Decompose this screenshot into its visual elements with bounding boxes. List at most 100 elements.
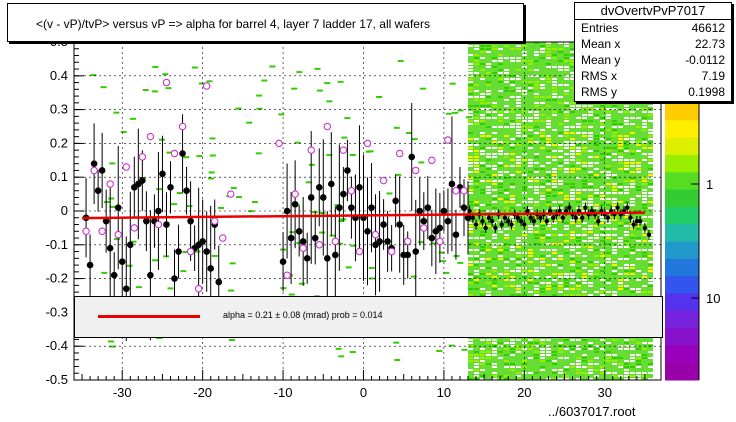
band-cell bbox=[474, 48, 480, 50]
band-cell bbox=[570, 231, 576, 233]
profile-point bbox=[368, 204, 375, 211]
sparse-cell bbox=[335, 347, 342, 350]
band-cell bbox=[540, 51, 546, 53]
band-cell bbox=[486, 189, 492, 191]
band-cell bbox=[486, 105, 492, 107]
band-cell bbox=[600, 138, 606, 140]
band-cell bbox=[546, 288, 552, 290]
band-cell bbox=[480, 357, 486, 359]
band-cell bbox=[630, 360, 636, 362]
band-cell bbox=[504, 198, 510, 200]
band-cell bbox=[474, 177, 480, 179]
band-cell bbox=[630, 264, 636, 266]
band-cell bbox=[480, 231, 486, 233]
sparse-cell bbox=[376, 95, 383, 98]
band-cell bbox=[648, 216, 654, 218]
band-cell bbox=[564, 45, 570, 47]
x-tick-label: 20 bbox=[517, 385, 531, 400]
y-tick-label: -0.3 bbox=[46, 304, 68, 319]
band-cell bbox=[600, 198, 606, 200]
band-cell bbox=[486, 72, 492, 74]
fit-legend-line bbox=[98, 315, 200, 318]
band-cell bbox=[528, 207, 534, 209]
band-cell bbox=[540, 291, 546, 293]
band-cell bbox=[594, 189, 600, 191]
band-cell bbox=[630, 153, 636, 155]
band-cell bbox=[528, 120, 534, 122]
sparse-cell bbox=[228, 289, 235, 292]
band-profile-point bbox=[615, 205, 620, 210]
band-cell bbox=[564, 246, 570, 248]
band-cell bbox=[474, 105, 480, 107]
band-cell bbox=[516, 162, 522, 164]
band-cell bbox=[624, 378, 630, 380]
band-cell bbox=[630, 249, 636, 251]
band-cell bbox=[498, 153, 504, 155]
band-cell bbox=[480, 369, 486, 371]
band-cell bbox=[612, 267, 618, 269]
band-cell bbox=[480, 132, 486, 134]
band-cell bbox=[546, 105, 552, 107]
band-cell bbox=[540, 87, 546, 89]
band-cell bbox=[510, 57, 516, 59]
band-cell bbox=[528, 252, 534, 254]
band-cell bbox=[468, 183, 474, 185]
band-cell bbox=[630, 150, 636, 152]
band-cell bbox=[504, 72, 510, 74]
band-cell bbox=[558, 207, 564, 209]
band-cell bbox=[564, 198, 570, 200]
band-cell bbox=[558, 276, 564, 278]
band-cell bbox=[552, 81, 558, 83]
band-cell bbox=[516, 135, 522, 137]
band-cell bbox=[552, 111, 558, 113]
band-cell bbox=[576, 366, 582, 368]
band-cell bbox=[624, 135, 630, 137]
band-cell bbox=[528, 129, 534, 131]
band-cell bbox=[540, 102, 546, 104]
band-cell bbox=[516, 102, 522, 104]
band-cell bbox=[600, 219, 606, 221]
band-cell bbox=[486, 84, 492, 86]
band-cell bbox=[582, 357, 588, 359]
band-cell bbox=[624, 162, 630, 164]
band-cell bbox=[618, 189, 624, 191]
band-cell bbox=[540, 234, 546, 236]
band-cell bbox=[594, 210, 600, 212]
band-cell bbox=[486, 81, 492, 83]
band-profile-point bbox=[493, 225, 498, 231]
band-cell bbox=[642, 192, 648, 194]
band-cell bbox=[612, 219, 618, 221]
band-profile-point bbox=[560, 215, 566, 220]
band-cell bbox=[504, 207, 510, 209]
band-cell bbox=[474, 159, 480, 161]
band-cell bbox=[504, 165, 510, 167]
band-cell bbox=[564, 348, 570, 350]
band-cell bbox=[642, 123, 648, 125]
band-cell bbox=[498, 258, 504, 260]
profile-point bbox=[175, 248, 182, 255]
band-cell bbox=[540, 168, 546, 170]
band-cell bbox=[528, 60, 534, 62]
band-cell bbox=[474, 186, 480, 188]
band-cell bbox=[648, 378, 654, 380]
band-cell bbox=[504, 273, 510, 275]
band-cell bbox=[534, 372, 540, 374]
band-cell bbox=[552, 150, 558, 152]
band-cell bbox=[624, 192, 630, 194]
band-cell bbox=[510, 216, 516, 218]
band-cell bbox=[474, 180, 480, 182]
band-cell bbox=[468, 132, 474, 134]
open-point bbox=[387, 247, 396, 256]
band-cell bbox=[612, 252, 618, 254]
band-cell bbox=[564, 195, 570, 197]
band-cell bbox=[510, 246, 516, 248]
band-cell bbox=[618, 273, 624, 275]
band-profile-point bbox=[509, 222, 514, 227]
stats-value: 7.19 bbox=[701, 69, 725, 83]
band-cell bbox=[564, 159, 570, 161]
band-cell bbox=[570, 189, 576, 191]
band-cell bbox=[648, 186, 654, 188]
band-profile-point bbox=[525, 208, 530, 214]
band-cell bbox=[546, 276, 552, 278]
band-cell bbox=[588, 363, 594, 365]
